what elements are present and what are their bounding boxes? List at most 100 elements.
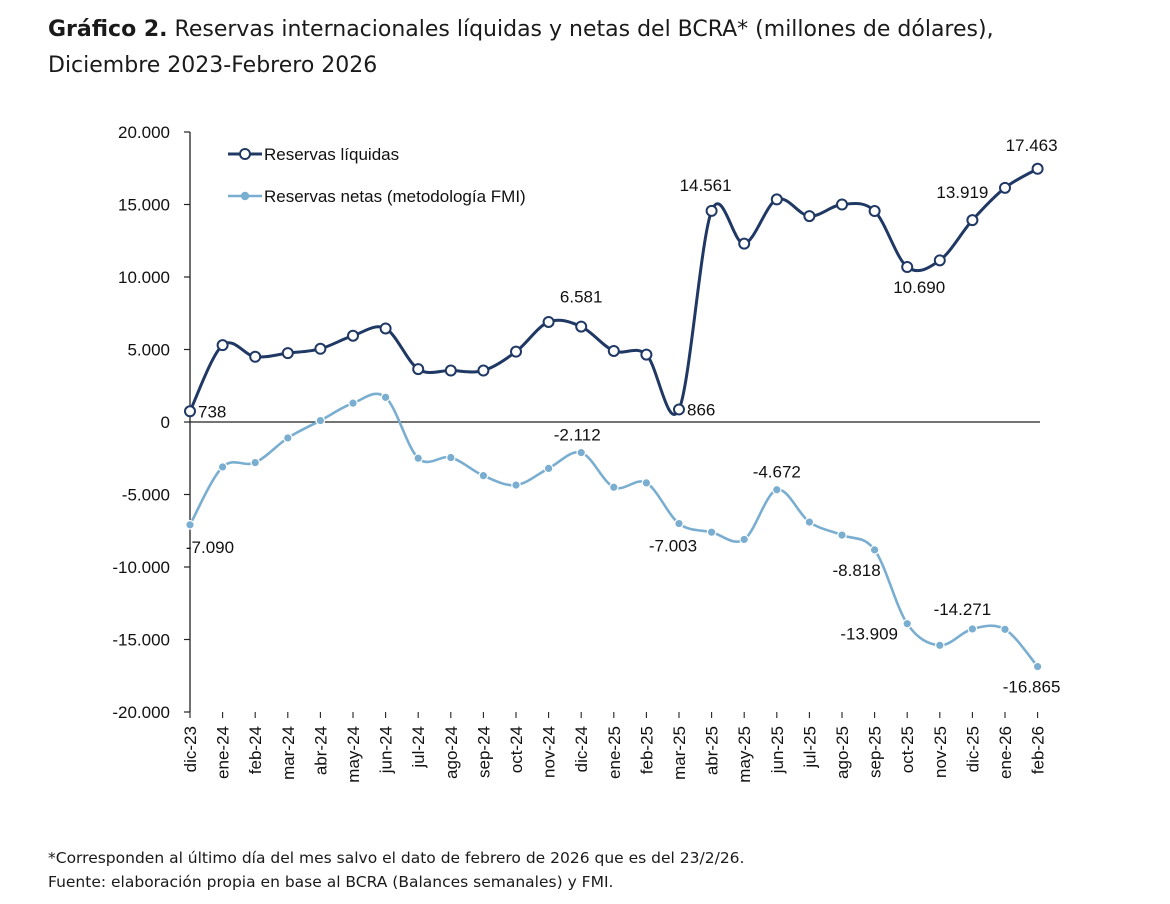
x-tick-label: abr-24	[311, 726, 330, 775]
chart-title-number: Gráfico 2.	[48, 17, 168, 42]
point-liquidas	[542, 315, 555, 328]
point-netas	[217, 462, 228, 472]
point-netas	[413, 453, 423, 464]
chart-series	[184, 162, 1044, 672]
point-liquidas	[444, 364, 457, 377]
series-line-liquidas	[188, 167, 1039, 416]
x-tick-label: sep-25	[866, 726, 885, 778]
data-label-liquidas: 17.463	[1006, 136, 1058, 155]
x-tick-label: nov-25	[931, 726, 950, 778]
point-liquidas	[379, 322, 392, 335]
y-tick-label: 10.000	[118, 268, 170, 287]
point-netas	[804, 517, 815, 527]
point-liquidas	[770, 193, 783, 206]
point-liquidas	[705, 204, 718, 217]
point-netas	[674, 518, 684, 529]
point-netas	[543, 463, 554, 474]
x-tick-label: feb-25	[637, 726, 656, 774]
point-netas	[315, 415, 326, 426]
x-tick-label: ene-26	[996, 726, 1015, 779]
x-tick-label: dic-25	[963, 726, 982, 772]
point-liquidas	[314, 342, 327, 355]
x-tick-label: feb-26	[1029, 726, 1048, 774]
point-liquidas	[184, 405, 196, 418]
point-netas	[1032, 661, 1043, 672]
x-tick-label: ene-24	[214, 726, 233, 779]
chart-title-text: Reservas internacionales líquidas y neta…	[167, 17, 994, 42]
point-netas	[576, 447, 586, 458]
x-tick-label: jul-24	[409, 726, 428, 769]
data-label-netas: -4.672	[753, 463, 801, 482]
data-label-liquidas: 866	[687, 400, 715, 419]
line-chart: 20.000 15.000 10.000 5.000 0 -5.000 -10.000 -15…	[112, 123, 1061, 783]
point-netas	[739, 534, 749, 545]
y-tick-label: -20.000	[112, 703, 170, 722]
point-liquidas	[738, 237, 751, 250]
chart-data-labels: 738 6.581 866 14.561 10.690 13.919 17.463 -7.09…	[186, 136, 1061, 697]
y-tick-label: -5.000	[122, 486, 170, 505]
footnote-source: Fuente: elaboración propia en base al BC…	[48, 873, 614, 891]
point-netas	[771, 484, 782, 495]
point-netas	[478, 470, 489, 481]
data-label-liquidas: 14.561	[680, 176, 732, 195]
x-tick-label: nov-24	[540, 726, 559, 778]
point-liquidas	[510, 345, 522, 358]
x-tick-label: dic-24	[572, 726, 591, 772]
point-liquidas	[803, 210, 816, 223]
x-tick-label: may-24	[344, 726, 363, 783]
x-tick-label: jun-25	[768, 726, 787, 774]
point-netas	[706, 527, 717, 537]
chart-title: Gráfico 2. Reservas internacionales líqu…	[48, 12, 1148, 84]
point-liquidas	[477, 364, 490, 377]
chart-legend: Reservas líquidas Reservas netas (metodol…	[228, 145, 526, 206]
point-netas	[608, 482, 619, 493]
chart-title-line1: Gráfico 2. Reservas internacionales líqu…	[48, 12, 1148, 48]
point-netas	[869, 545, 880, 555]
legend-label-netas: Reservas netas (metodología FMI)	[264, 187, 526, 206]
data-label-netas: -8.818	[832, 561, 880, 580]
x-tick-label: dic-23	[181, 726, 200, 772]
x-tick-label: jul-25	[800, 726, 819, 769]
legend-label-liquidas: Reservas líquidas	[264, 145, 399, 164]
chart-axes: 20.000 15.000 10.000 5.000 0 -5.000 -10.000 -15…	[112, 123, 1047, 783]
y-tick-label: 5.000	[127, 341, 170, 360]
point-liquidas	[607, 344, 620, 357]
chart-title-line2: Diciembre 2023-Febrero 2026	[48, 53, 378, 78]
point-liquidas	[933, 254, 946, 267]
y-tick-label: 0	[161, 413, 170, 432]
data-label-liquidas: 10.690	[893, 278, 945, 297]
y-tick-label: -10.000	[112, 558, 170, 577]
x-tick-label: oct-25	[898, 726, 917, 773]
data-label-netas: -7.090	[186, 538, 234, 557]
footnote: *Corresponden al último día del mes salv…	[48, 846, 744, 894]
data-label-liquidas: 13.919	[936, 183, 988, 202]
point-liquidas	[868, 205, 881, 218]
point-netas	[1000, 624, 1010, 635]
legend-marker-netas	[240, 191, 250, 201]
y-tick-label: -15.000	[112, 631, 170, 650]
point-liquidas	[412, 363, 425, 376]
data-label-liquidas: 6.581	[560, 288, 603, 307]
point-netas	[250, 457, 260, 468]
y-tick-label: 20.000	[118, 123, 170, 142]
x-tick-label: oct-24	[507, 726, 526, 773]
footnote-note: *Corresponden al último día del mes salv…	[48, 849, 745, 867]
point-netas	[380, 392, 391, 403]
point-netas	[967, 624, 978, 634]
x-tick-label: may-25	[735, 726, 754, 783]
x-tick-label: ago-25	[833, 726, 852, 779]
point-netas	[348, 398, 358, 408]
point-netas	[934, 640, 945, 651]
data-label-netas: -2.112	[554, 426, 601, 445]
point-netas	[641, 478, 652, 488]
x-tick-label: sep-24	[474, 726, 493, 778]
point-netas	[185, 520, 195, 530]
data-label-netas: -16.865	[1003, 678, 1061, 697]
y-tick-label: 15.000	[118, 196, 170, 215]
x-tick-label: mar-24	[279, 726, 298, 780]
x-tick-label: jun-24	[377, 726, 396, 774]
x-tick-label: mar-25	[670, 726, 689, 780]
data-label-netas: -7.003	[649, 537, 697, 556]
point-netas	[837, 530, 847, 540]
point-netas	[282, 433, 293, 443]
